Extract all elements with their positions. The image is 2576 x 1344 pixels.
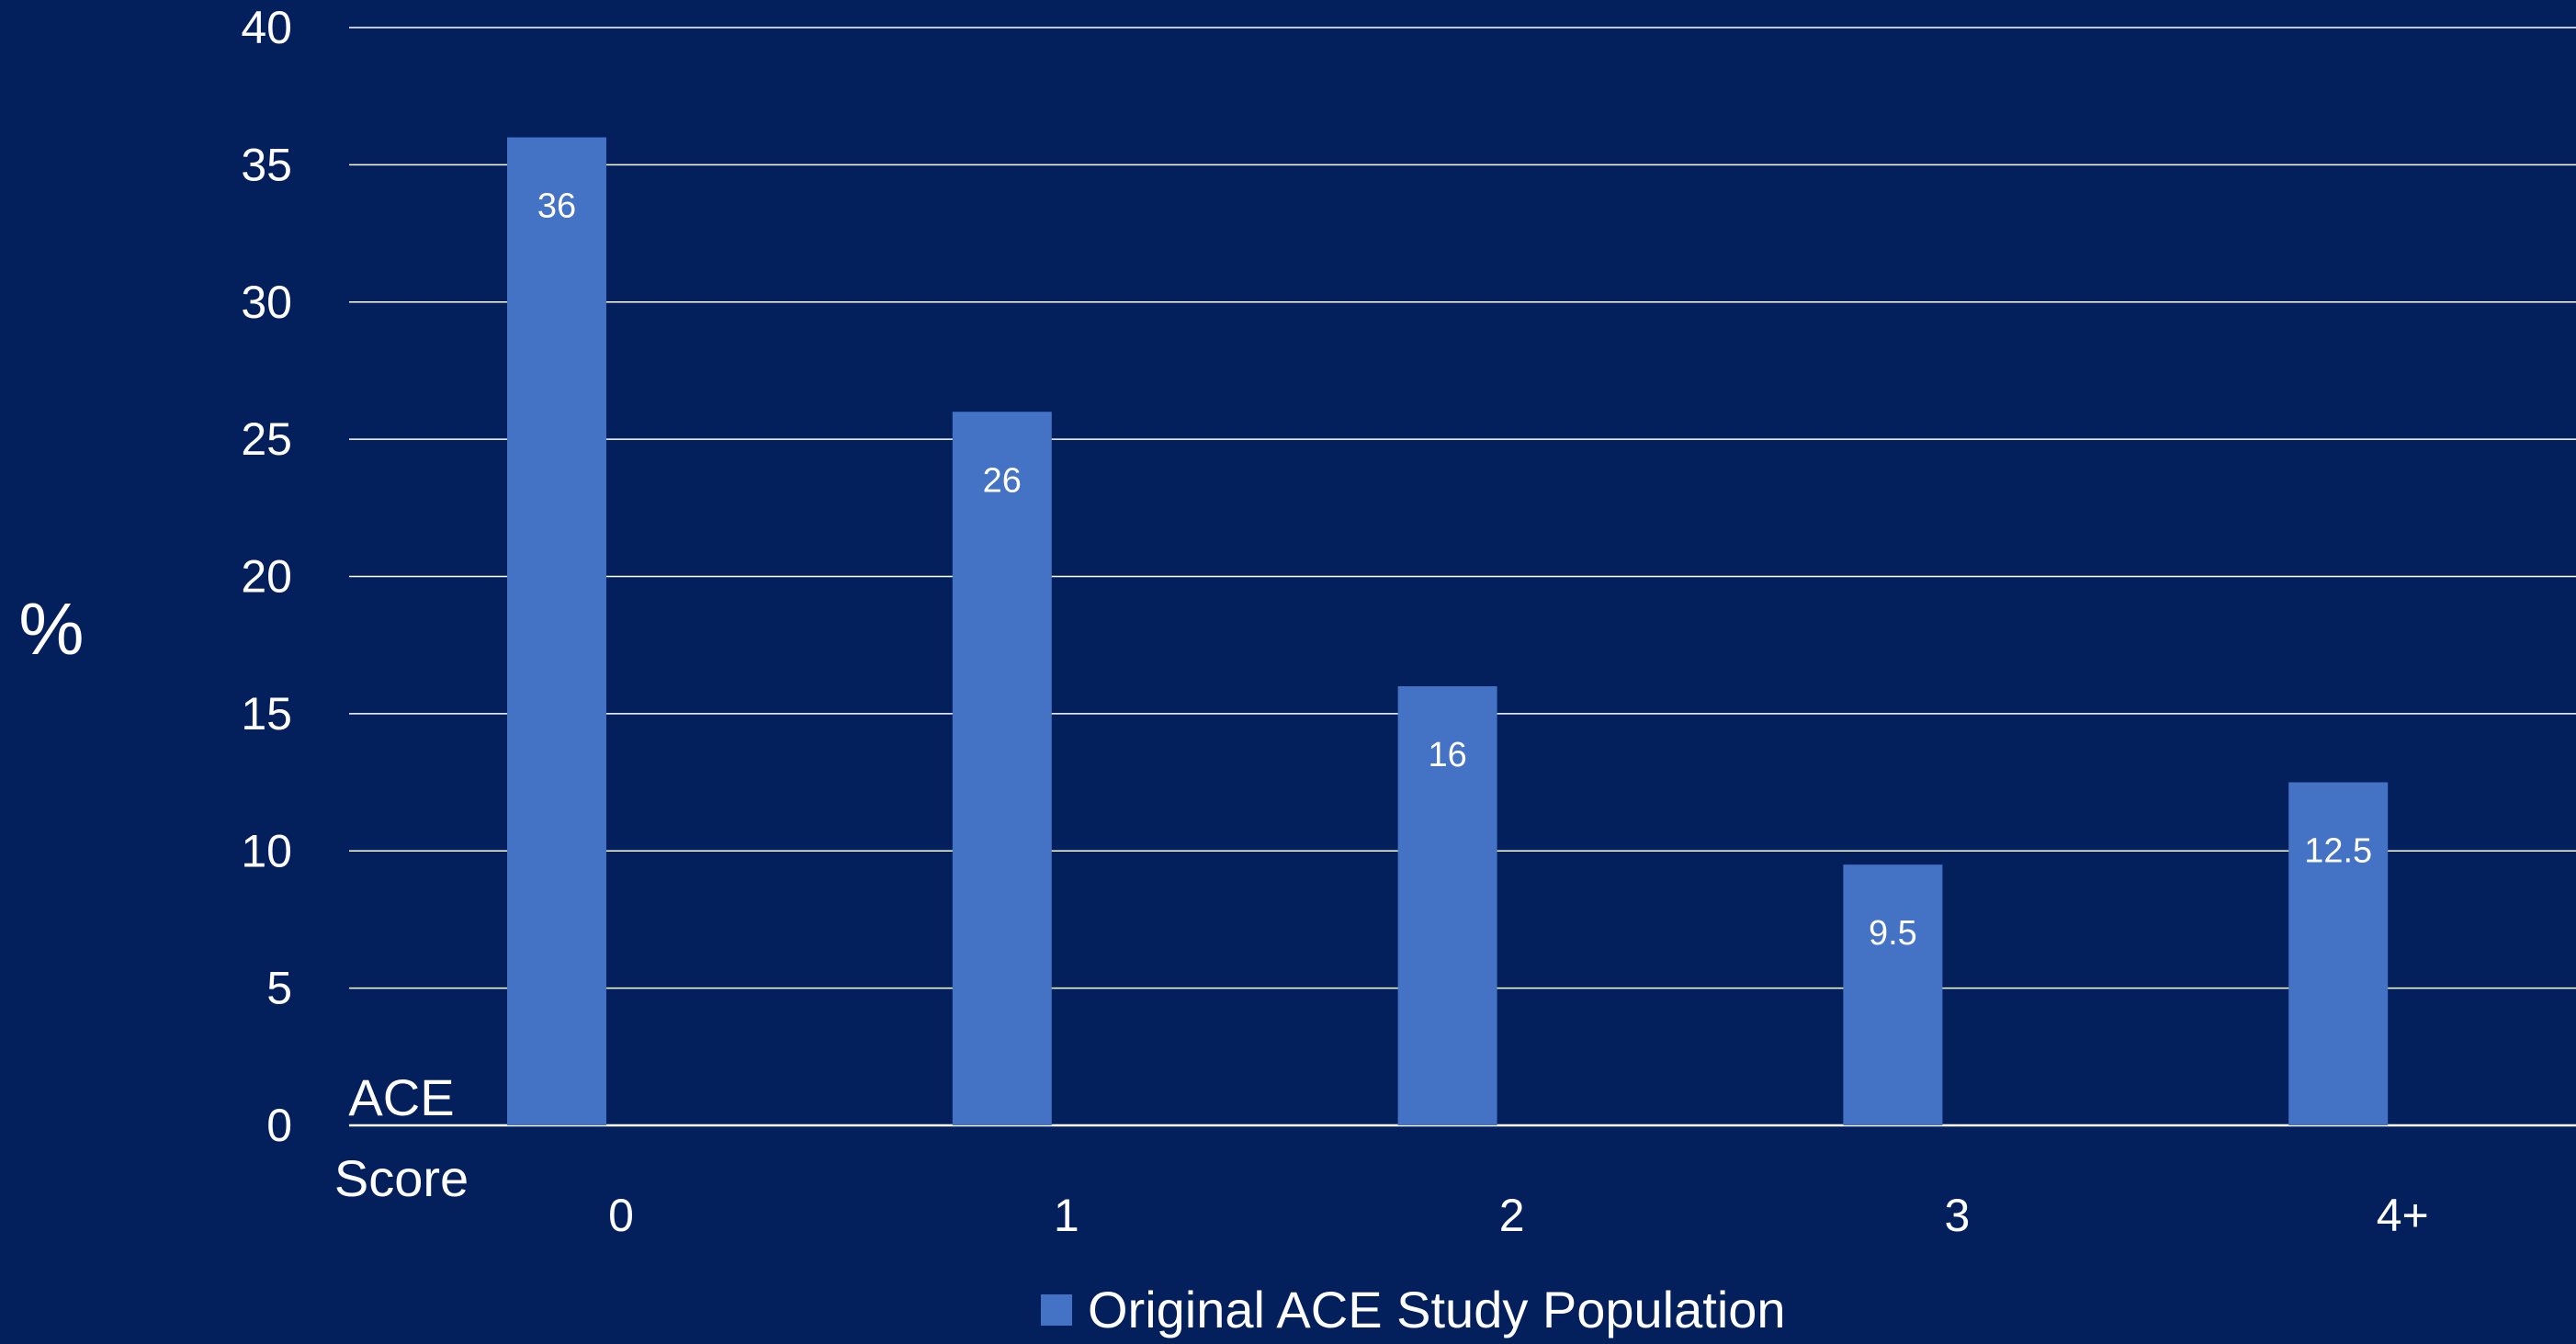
gridlines: [349, 27, 2576, 1127]
y-axis-title: %: [18, 588, 84, 670]
legend-label: Original ACE Study Population: [1088, 1281, 1786, 1338]
data-label: 36: [537, 187, 576, 226]
bar-0: [507, 137, 606, 1125]
x-axis-ticks: 0 1 2 3 4+: [608, 1190, 2429, 1241]
bar-4+: [2288, 782, 2389, 1125]
y-axis-ticks: 0 5 10 15 20 25 30 35 40: [241, 2, 292, 1151]
y-tick-label: 0: [266, 1100, 292, 1151]
x-tick-label: 3: [1944, 1190, 1970, 1241]
x-tick-label: 0: [608, 1190, 634, 1241]
x-axis-title-line1: ACE: [348, 1068, 454, 1126]
bar-1: [952, 412, 1052, 1125]
data-label: 9.5: [1869, 914, 1917, 953]
x-tick-label: 2: [1499, 1190, 1525, 1241]
data-labels: 36 26 16 9.5 12.5: [537, 187, 2372, 954]
y-tick-label: 35: [241, 139, 292, 190]
y-tick-label: 10: [241, 825, 292, 876]
legend-swatch: [1041, 1294, 1072, 1326]
y-tick-label: 20: [241, 551, 292, 603]
y-tick-label: 5: [266, 963, 292, 1014]
data-label: 26: [983, 461, 1022, 500]
y-tick-label: 25: [241, 413, 292, 465]
y-tick-label: 15: [241, 688, 292, 740]
x-tick-label: 4+: [2377, 1190, 2429, 1241]
data-label: 12.5: [2304, 832, 2372, 871]
data-label: 16: [1428, 736, 1466, 774]
bar-2: [1397, 686, 1497, 1125]
x-axis-title-line2: Score: [334, 1149, 469, 1207]
y-tick-label: 30: [241, 277, 292, 328]
bar-3: [1843, 864, 1943, 1125]
bars: [507, 137, 2389, 1125]
x-tick-label: 1: [1054, 1190, 1079, 1241]
y-tick-label: 40: [241, 2, 292, 53]
legend: Original ACE Study Population: [1041, 1281, 1786, 1338]
